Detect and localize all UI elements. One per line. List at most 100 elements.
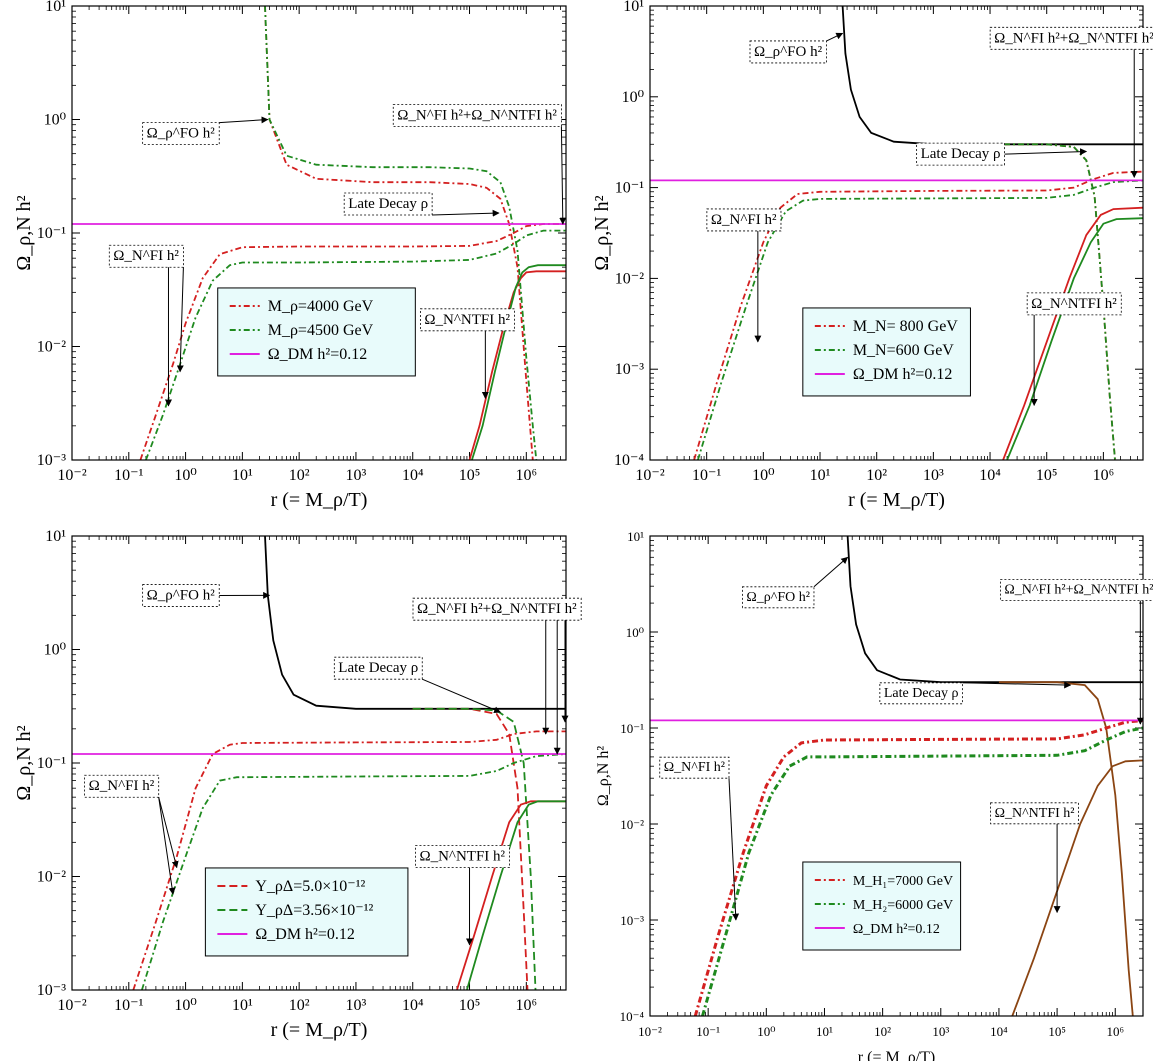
annotation-arrow <box>176 267 184 373</box>
y-tick-label: 10⁻² <box>37 869 66 886</box>
plot-frame <box>649 5 1144 461</box>
annotation-box <box>1026 292 1122 316</box>
chart-panel-3: 10⁻² 10⁻¹ 10⁰ 10¹ 10² 10³ 10⁴ 10⁵ 10⁶10⁻³10⁻²10⁻… <box>13 528 582 1041</box>
series-line-2 <box>264 6 538 460</box>
annotation-box <box>419 308 515 332</box>
y-axis-label: Ω_ρ,N h² <box>13 725 35 800</box>
legend-box <box>204 867 409 957</box>
plot-frame <box>71 535 567 991</box>
x-tick-label: 10⁻² <box>57 997 86 1014</box>
y-tick-label: 10⁻³ <box>615 361 644 378</box>
series-line-2 <box>412 707 529 990</box>
annotation-box <box>108 244 184 268</box>
y-tick-label: 10⁰ <box>626 625 644 640</box>
legend-entry: M_N= 800 GeV <box>853 318 958 335</box>
y-axis-label: Ω_ρ,N h² <box>591 195 613 270</box>
y-tick-label: 10⁻³ <box>620 913 644 928</box>
x-tick-label: 10³ <box>346 997 367 1014</box>
annotation-arrow <box>422 678 502 714</box>
x-tick-label: 10⁻² <box>635 467 664 484</box>
x-tick-label: 10¹ <box>232 997 253 1014</box>
legend-entry: Y_ρΔ=3.56×10⁻¹² <box>255 902 373 919</box>
annotation-arrow <box>813 556 849 588</box>
x-tick-label: 10³ <box>923 467 944 484</box>
series-line-5 <box>468 270 566 460</box>
chart-panel-2: 10⁻² 10⁻¹ 10⁰ 10¹ 10² 10³ 10⁴ 10⁵ 10⁶ 10⁻⁴ 10⁻³ 10⁻… <box>591 0 1153 511</box>
x-tick-label: 10² <box>289 467 310 484</box>
y-tick-label: 10⁰ <box>44 112 66 129</box>
x-tick-label: 10⁴ <box>402 467 424 484</box>
annotation-label: Ω_N^NTFI h² <box>419 849 505 865</box>
legend-box <box>217 287 416 377</box>
annotation-box <box>415 845 510 869</box>
annotation-label: Late Decay ρ <box>338 660 418 676</box>
annotation-label: Ω_N^FI h² <box>113 248 179 264</box>
annotation-arrow <box>728 778 740 921</box>
y-tick-label: 10⁻¹ <box>615 180 644 197</box>
y-tick-label: 10¹ <box>627 529 644 544</box>
annotation-label: Ω_N^NTFI h² <box>995 806 1075 821</box>
annotation-arrow <box>826 32 844 42</box>
annotation-label: Late Decay ρ <box>921 146 1001 162</box>
legend-entry: M_N=600 GeV <box>853 342 954 359</box>
annotation-box <box>333 656 423 680</box>
x-tick-label: 10⁻¹ <box>114 467 143 484</box>
series-group <box>650 6 1143 460</box>
y-tick-label: 10⁻¹ <box>37 225 66 242</box>
annotation-label: Ω_ρ^FO h² <box>746 590 810 605</box>
annotation-label: Ω_ρ^FO h² <box>754 44 823 60</box>
annotation-box <box>879 682 963 705</box>
x-tick-label: 10⁵ <box>459 467 481 484</box>
x-tick-label: 10³ <box>932 1024 949 1039</box>
x-tick-label: 10⁻¹ <box>114 997 143 1014</box>
series-line-3 <box>693 718 1143 1016</box>
x-tick-label: 10¹ <box>816 1024 833 1039</box>
x-axis-label: r (= M_ρ/T) <box>271 489 368 511</box>
x-tick-label: 10⁶ <box>516 997 538 1014</box>
annotation-arrow <box>559 126 567 225</box>
annotation-box <box>142 122 220 146</box>
annotation-arrow <box>962 681 1072 689</box>
legend-box <box>802 307 971 397</box>
y-tick-label: 10⁻⁴ <box>620 1009 645 1024</box>
annotation-label: Ω_N^FI h² <box>89 778 155 794</box>
series-line-1 <box>264 6 534 460</box>
x-tick-label: 10⁻¹ <box>692 467 721 484</box>
annotation-box <box>392 104 562 127</box>
series-line-3 <box>990 143 1116 460</box>
y-tick-label: 10⁻³ <box>37 982 66 999</box>
x-axis-label: r (= M_ρ/T) <box>271 1019 368 1041</box>
annotation-label: Ω_N^NTFI h² <box>424 312 510 328</box>
x-tick-label: 10⁴ <box>402 997 424 1014</box>
legend: M_H₁=7000 GeV M_H₂=6000 GeV Ω_DM h²=0.12 <box>802 861 962 951</box>
series-group <box>72 536 566 990</box>
legend-entry: Ω_DM h²=0.12 <box>853 366 953 383</box>
annotation-label: Ω_N^FI h² <box>664 760 725 775</box>
y-tick-label: 10⁻³ <box>37 452 66 469</box>
annotation-box <box>412 597 582 621</box>
x-axis-label: r (= M_ρ/T) <box>848 489 945 511</box>
x-tick-label: 10⁻² <box>57 467 86 484</box>
annotation-label: Ω_N^NTFI h² <box>1031 296 1117 312</box>
x-tick-label: 10⁶ <box>1106 1024 1124 1039</box>
series-line-4 <box>132 730 566 990</box>
annotation-box <box>84 774 160 798</box>
legend-entry: Y_ρΔ=5.0×10⁻¹² <box>255 878 365 895</box>
annotation-arrow <box>1004 148 1088 156</box>
annotation-label: Ω_N^FI h²+Ω_N^NTFI h² <box>994 30 1153 46</box>
series-line-4 <box>701 726 1143 1016</box>
annotation-box <box>916 142 1005 166</box>
series-line-3 <box>139 223 566 460</box>
legend: M_N= 800 GeV M_N=600 GeV Ω_DM h²=0.12 <box>802 307 971 397</box>
series-line-6 <box>456 800 566 990</box>
annotation-label: Ω_N^FI h²+Ω_N^NTFI h² <box>1004 583 1153 598</box>
x-tick-label: 10⁴ <box>979 467 1001 484</box>
series-group <box>650 536 1143 1016</box>
y-tick-label: 10⁰ <box>622 89 644 106</box>
series-line-4 <box>693 170 1143 460</box>
annotation-label: Ω_ρ^FO h² <box>147 126 216 142</box>
annotation-arrow <box>158 797 176 895</box>
annotation-label: Late Decay ρ <box>884 686 959 701</box>
x-tick-label: 10⁻² <box>638 1024 662 1039</box>
